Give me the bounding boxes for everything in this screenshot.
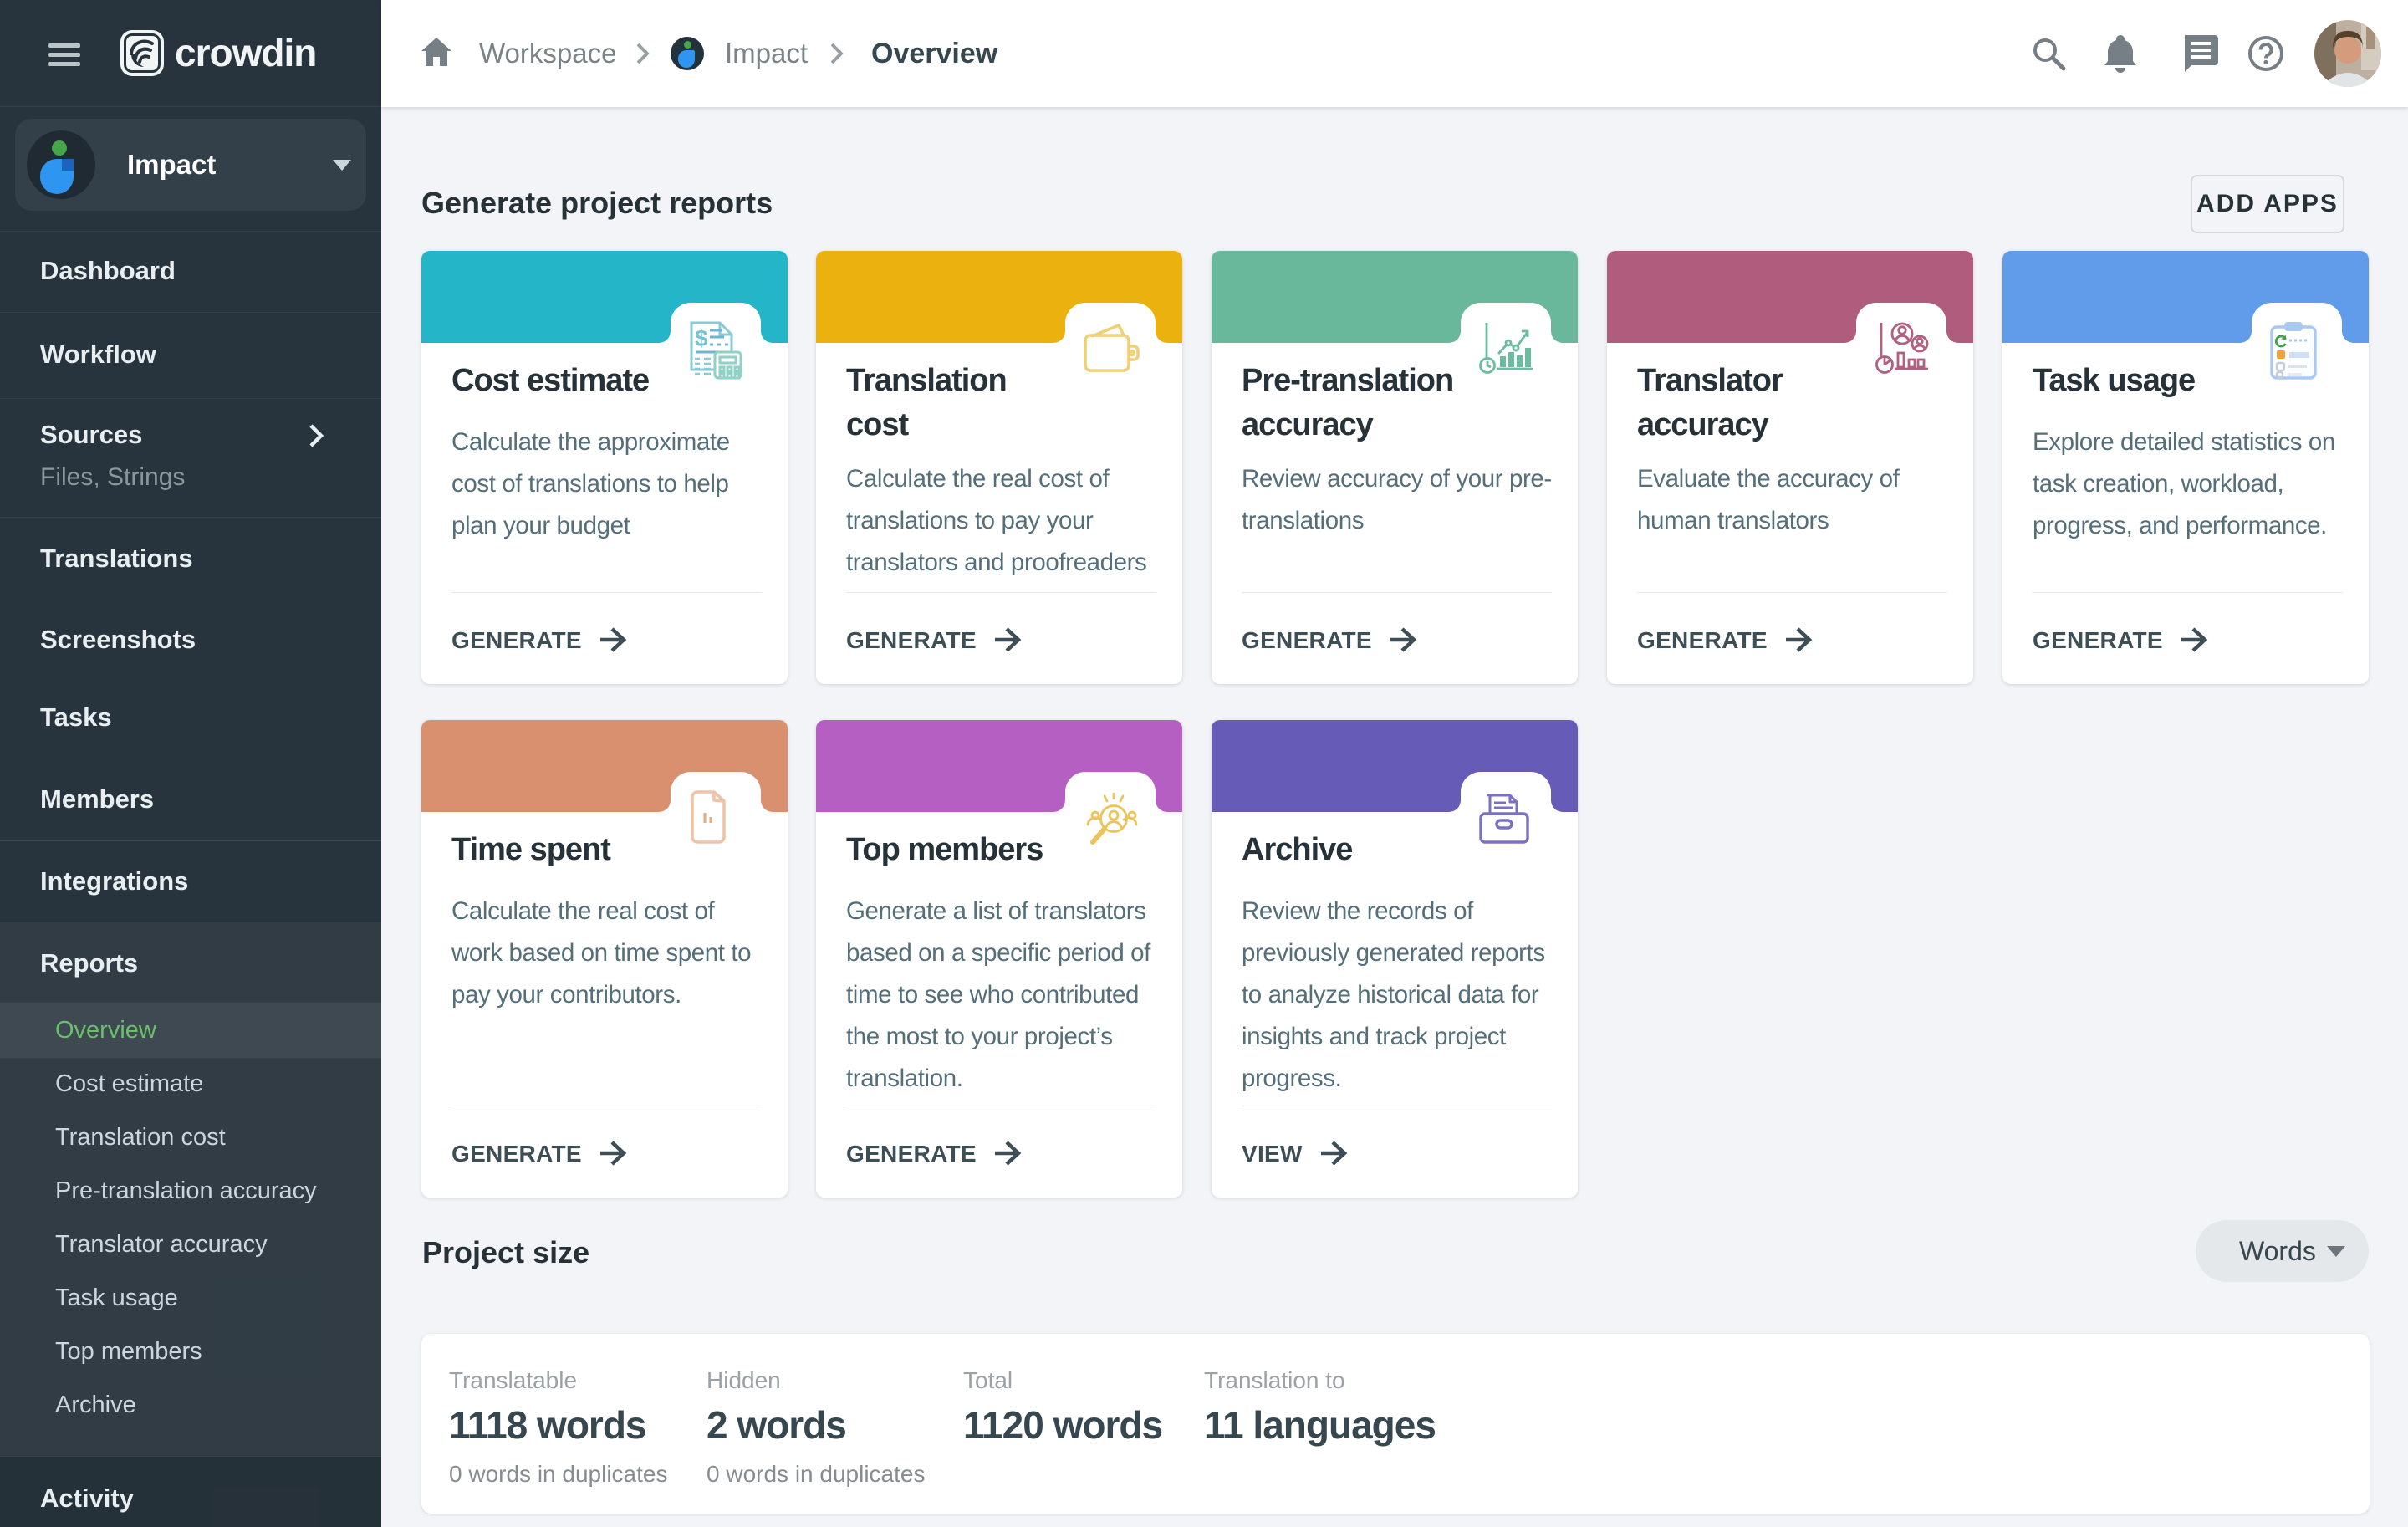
svg-text:$: $	[695, 325, 708, 351]
